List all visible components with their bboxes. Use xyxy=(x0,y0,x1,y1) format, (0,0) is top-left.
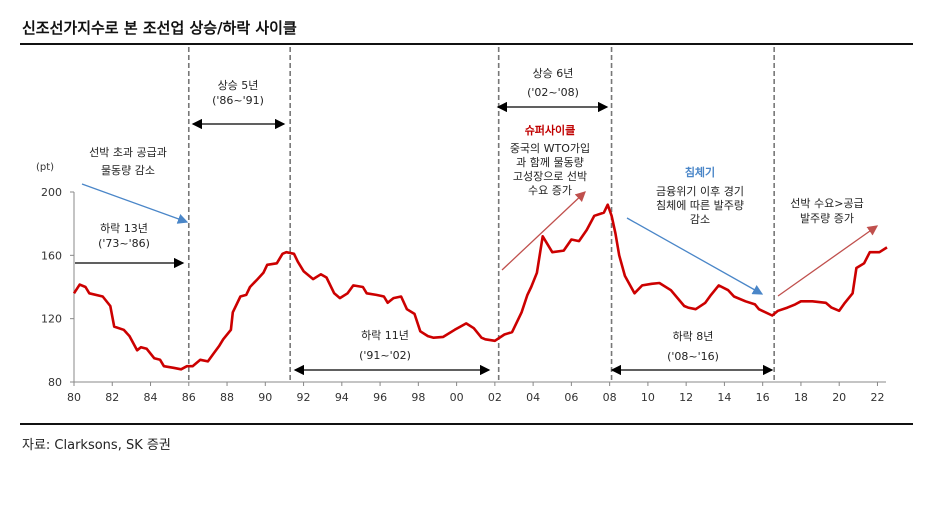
x-tick-label: 22 xyxy=(870,391,884,404)
source-note: 자료: Clarksons, SK 증권 xyxy=(22,438,171,453)
oversupply-arrow xyxy=(81,183,189,224)
x-tick-label: 02 xyxy=(488,391,502,404)
up5-period: ('86~'91) xyxy=(212,94,264,107)
x-tick-label: 20 xyxy=(832,391,846,404)
supercycle-text: 고성장으로 선박 xyxy=(513,170,587,183)
recovery-text: 선박 수요>공급 xyxy=(790,197,863,210)
supercycle-text: 과 함께 물동량 xyxy=(516,156,584,169)
x-tick-label: 14 xyxy=(717,391,731,404)
x-tick-label: 16 xyxy=(756,391,770,404)
supercycle-arrow xyxy=(501,191,586,271)
recession-text: 금융위기 이후 경기 xyxy=(656,185,744,198)
x-tick-label: 00 xyxy=(450,391,464,404)
x-tick-label: 88 xyxy=(220,391,234,404)
x-tick-label: 90 xyxy=(258,391,272,404)
x-tick-label: 98 xyxy=(411,391,425,404)
x-tick-label: 82 xyxy=(105,391,119,404)
x-tick-label: 92 xyxy=(297,391,311,404)
recovery-arrow xyxy=(777,225,879,297)
x-tick-label: 12 xyxy=(679,391,693,404)
down11-label: 하락 11년 xyxy=(361,328,409,342)
x-tick-label: 08 xyxy=(603,391,617,404)
y-axis-unit: (pt) xyxy=(36,162,54,173)
newbuilding-price-index-line xyxy=(72,203,888,371)
y-tick-label: 160 xyxy=(41,249,62,262)
oversupply-text: 물동량 감소 xyxy=(101,164,155,177)
x-tick-label: 10 xyxy=(641,391,655,404)
down8-label: 하락 8년 xyxy=(673,329,714,343)
x-tick-label: 96 xyxy=(373,391,387,404)
recession-text: 감소 xyxy=(690,213,710,226)
x-tick-label: 84 xyxy=(144,391,158,404)
oversupply-text: 선박 초과 공급과 xyxy=(89,146,167,159)
y-tick-label: 120 xyxy=(41,313,62,326)
chart-title: 신조선가지수로 본 조선업 상승/하락 사이클 xyxy=(22,19,297,37)
recession-arrow xyxy=(626,217,764,295)
y-tick-label: 80 xyxy=(48,376,62,389)
supercycle-label: 슈퍼사이클 xyxy=(525,123,576,137)
down8-period: ('08~'16) xyxy=(667,350,719,363)
top-rule xyxy=(20,43,913,45)
x-tick-label: 18 xyxy=(794,391,808,404)
up5-label: 상승 5년 xyxy=(218,79,259,92)
recession-label: 침체기 xyxy=(685,165,715,179)
recovery-text: 발주량 증가 xyxy=(800,212,854,225)
down11-period: ('91~'02) xyxy=(359,349,411,362)
x-tick-label: 80 xyxy=(67,391,81,404)
x-tick-label: 04 xyxy=(526,391,540,404)
x-tick-label: 94 xyxy=(335,391,349,404)
x-tick-label: 06 xyxy=(564,391,578,404)
x-tick-label: 86 xyxy=(182,391,196,404)
supercycle-text: 수요 증가 xyxy=(528,184,572,197)
y-tick-label: 200 xyxy=(41,186,62,199)
up6-period: ('02~'08) xyxy=(527,86,579,99)
up6-label: 상승 6년 xyxy=(533,67,574,80)
bottom-rule xyxy=(20,423,913,425)
down13-period: ('73~'86) xyxy=(98,237,150,250)
recession-text: 침체에 따른 발주량 xyxy=(656,199,744,212)
down13-label: 하락 13년 xyxy=(100,221,148,235)
supercycle-text: 중국의 WTO가입 xyxy=(510,142,590,155)
